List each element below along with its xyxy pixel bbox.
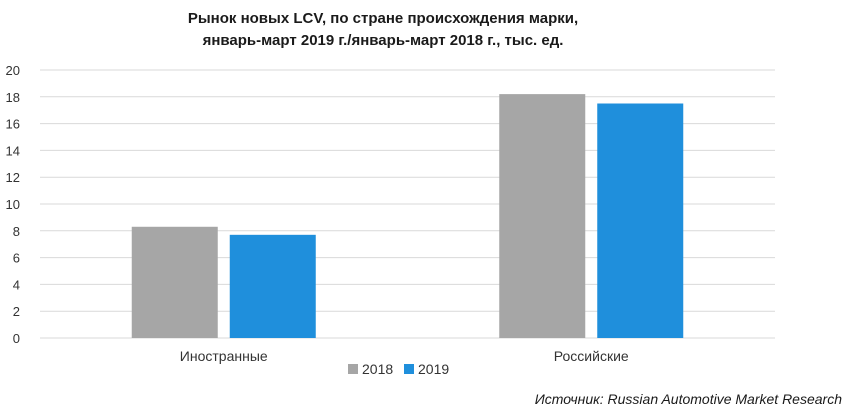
x-tick-label: Иностранные [180,348,268,364]
y-tick-label: 12 [6,170,20,185]
legend-label-2018: 2018 [362,361,393,377]
legend-swatch-2019 [404,364,414,374]
y-tick-label: 20 [6,63,20,78]
legend-swatch-2018 [348,364,358,374]
bar-2018-foreign [131,226,218,338]
x-axis: Иностранные Российские [180,348,629,364]
source-note: Источник: Russian Automotive Market Rese… [535,391,842,407]
y-tick-label: 0 [13,331,20,346]
y-tick-label: 10 [6,197,20,212]
y-axis: 0 2 4 6 8 10 12 14 16 18 20 [6,63,20,346]
y-tick-label: 18 [6,90,20,105]
legend-label-2019: 2019 [418,361,449,377]
y-tick-label: 14 [6,143,20,158]
x-tick-label: Российские [554,348,629,364]
bars [131,94,684,339]
bar-2019-russian [597,103,684,338]
y-tick-label: 6 [13,251,20,266]
bar-2019-foreign [229,234,316,338]
y-tick-label: 2 [13,304,20,319]
y-tick-label: 16 [6,117,20,132]
chart-title-line: январь-март 2019 г./январь-март 2018 г.,… [203,32,564,49]
legend: 2018 2019 [348,361,449,377]
bar-2018-russian [499,94,586,339]
chart-title-line: Рынок новых LCV, по стране происхождения… [188,10,578,27]
chart-title: Рынок новых LCV, по стране происхождения… [188,10,578,49]
y-tick-label: 8 [13,224,20,239]
y-tick-label: 4 [13,277,20,292]
